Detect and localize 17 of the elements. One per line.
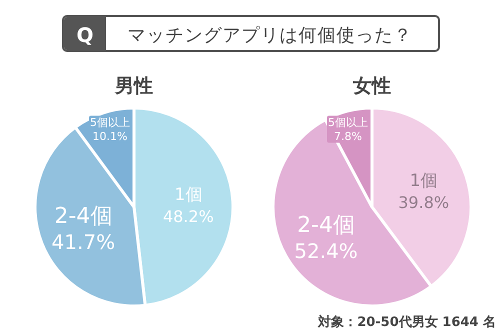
- data-label: 39.8%: [398, 192, 450, 212]
- slice-label: 2-4個: [54, 204, 112, 229]
- slice-label: 5個以上: [90, 116, 130, 129]
- text: マッチングアプリは何個使った？: [128, 25, 412, 46]
- data-label: 41.7%: [52, 230, 116, 254]
- slice-label: 1個: [410, 170, 438, 191]
- data-label: 52.4%: [294, 239, 358, 264]
- data-label: 7.8%: [334, 130, 362, 143]
- chart-title: 男性: [114, 75, 153, 97]
- text: Q: [76, 23, 94, 47]
- data-label: 48.2%: [162, 206, 214, 226]
- slice-label: 5個以上: [328, 116, 368, 129]
- slice-label: 1個: [174, 184, 202, 205]
- chart-title: 女性: [352, 75, 391, 97]
- data-label: 10.1%: [92, 130, 128, 143]
- text: 対象：20-50代男女 1644 名: [317, 314, 496, 330]
- slice-label: 2-4個: [297, 213, 355, 238]
